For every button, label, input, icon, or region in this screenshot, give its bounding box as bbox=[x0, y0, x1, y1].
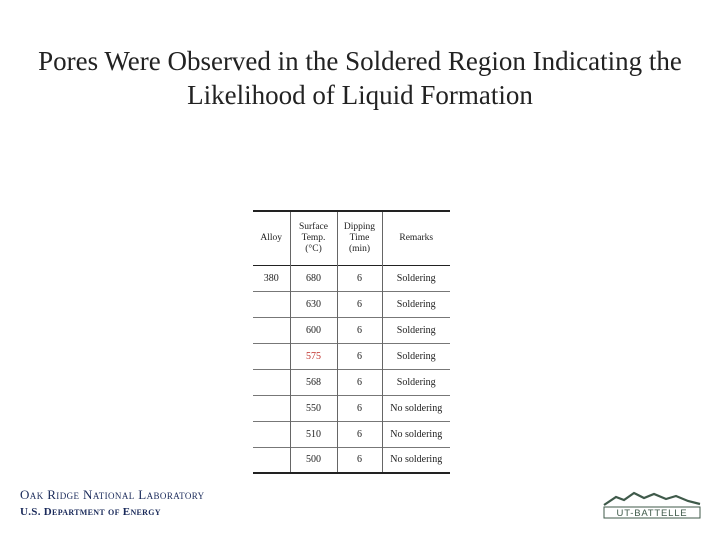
cell-alloy: 380 bbox=[263, 272, 279, 284]
cell-alloy bbox=[253, 317, 290, 343]
cell-remarks: Soldering bbox=[381, 369, 450, 395]
results-table-container: Alloy Surface Temp. (°C) Dipping Time (m… bbox=[253, 210, 450, 473]
header-dipping-time: Dipping Time (min) bbox=[336, 211, 382, 265]
cell-remarks: No soldering bbox=[381, 395, 450, 421]
header-remarks: Remarks bbox=[381, 211, 450, 265]
logo-text: UT-BATTELLE bbox=[617, 508, 688, 519]
cell-dipping-time: 6 bbox=[336, 317, 382, 343]
cell-alloy bbox=[253, 369, 290, 395]
table-row: 568 6 Soldering bbox=[253, 369, 450, 395]
table-header-row: Alloy Surface Temp. (°C) Dipping Time (m… bbox=[253, 211, 450, 265]
header-surface-temp: Surface Temp. (°C) bbox=[289, 211, 337, 265]
table-row: 510 6 No soldering bbox=[253, 421, 450, 447]
cell-dipping-time: 6 bbox=[336, 343, 382, 369]
cell-remarks: No soldering bbox=[381, 421, 450, 447]
cell-remarks: Soldering bbox=[381, 317, 450, 343]
table-row: 575 6 Soldering bbox=[253, 343, 450, 369]
cell-surface-temp: 510 bbox=[289, 421, 337, 447]
cell-surface-temp: 630 bbox=[289, 291, 337, 317]
cell-dipping-time: 6 bbox=[336, 447, 382, 473]
ut-battelle-logo: UT-BATTELLE bbox=[603, 491, 701, 519]
cell-remarks: Soldering bbox=[381, 343, 450, 369]
cell-remarks: No soldering bbox=[381, 447, 450, 473]
ornl-footer: Oak Ridge National Laboratory U.S. Depar… bbox=[20, 487, 205, 519]
cell-surface-temp: 500 bbox=[289, 447, 337, 473]
table-row: 550 6 No soldering bbox=[253, 395, 450, 421]
cell-dipping-time: 6 bbox=[336, 421, 382, 447]
cell-remarks: Soldering bbox=[381, 291, 450, 317]
table-row: 600 6 Soldering bbox=[253, 317, 450, 343]
cell-alloy bbox=[253, 421, 290, 447]
slide-title: Pores Were Observed in the Soldered Regi… bbox=[38, 46, 682, 110]
cell-surface-temp: 600 bbox=[289, 317, 337, 343]
cell-alloy bbox=[253, 447, 290, 473]
soldering-results-table: Alloy Surface Temp. (°C) Dipping Time (m… bbox=[253, 210, 450, 474]
table-body: 380 680 6 Soldering 630 6 Soldering 600 6 Solderi… bbox=[253, 265, 450, 473]
cell-dipping-time: 6 bbox=[336, 395, 382, 421]
cell-surface-temp: 575 bbox=[289, 343, 337, 369]
cell-dipping-time: 6 bbox=[336, 369, 382, 395]
table-row: 630 6 Soldering bbox=[253, 291, 450, 317]
department-name: U.S. Department of Energy bbox=[20, 506, 161, 518]
header-alloy: Alloy bbox=[260, 232, 283, 243]
cell-surface-temp: 550 bbox=[289, 395, 337, 421]
cell-dipping-time: 6 bbox=[336, 265, 382, 291]
cell-dipping-time: 6 bbox=[336, 291, 382, 317]
table-row: 380 680 6 Soldering bbox=[253, 265, 450, 291]
table-row: 500 6 No soldering bbox=[253, 447, 450, 473]
cell-surface-temp: 568 bbox=[289, 369, 337, 395]
cell-remarks: Soldering bbox=[381, 265, 450, 291]
org-name: Oak Ridge National Laboratory bbox=[20, 487, 205, 502]
cell-alloy bbox=[253, 343, 290, 369]
cell-alloy bbox=[253, 291, 290, 317]
cell-surface-temp: 680 bbox=[289, 265, 337, 291]
cell-alloy bbox=[253, 395, 290, 421]
